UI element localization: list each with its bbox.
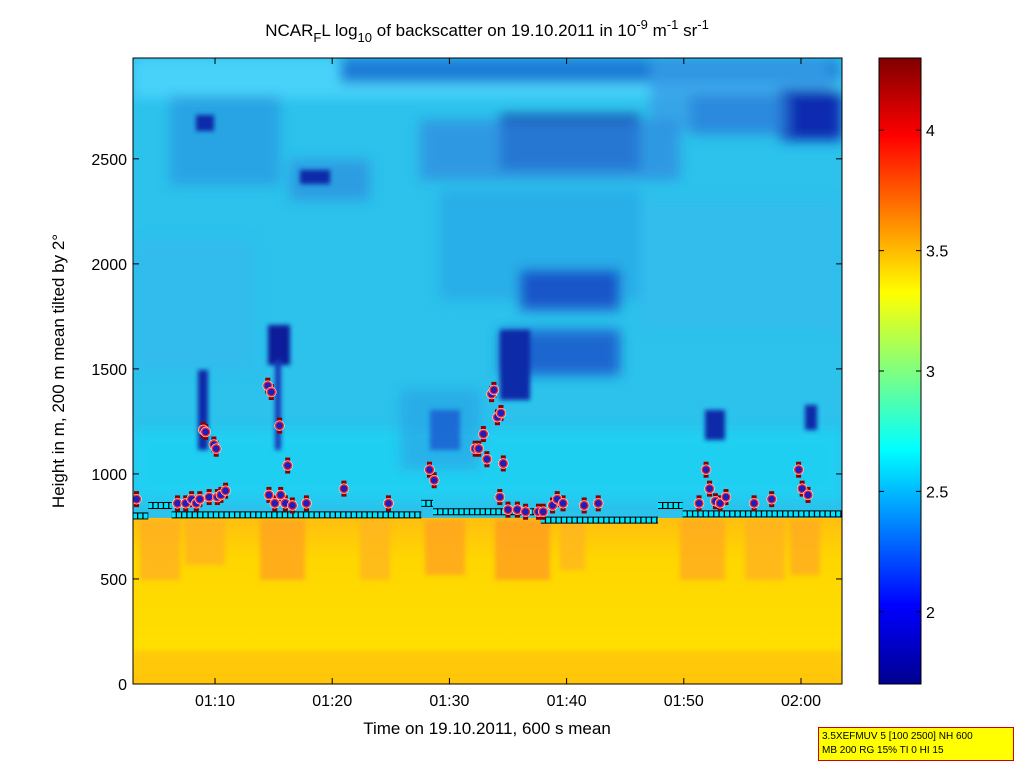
cloud-base-point [704,483,715,494]
cloud-base-point [538,507,548,517]
y-axis-label: Height in m, 200 m mean tilted by 2° [49,234,68,508]
y-tick-label: 2500 [91,152,127,169]
y-tick-label: 1500 [91,362,127,379]
heatmap-dark-streaks [196,115,817,450]
x-axis-label: Time on 19.10.2011, 600 s mean [363,719,611,738]
chart-title: NCARFL log10 of backscatter on 19.10.201… [265,17,709,45]
cloud-base-point [301,498,312,509]
cloud-base-markers [133,377,814,520]
cloud-base-point [694,498,704,509]
colorbar-tick-label: 2 [926,605,935,622]
cloud-base-point [172,498,183,509]
cloud-base-point [721,492,731,502]
cloud-base-point [489,385,499,395]
x-tick-label: 02:00 [781,693,821,710]
cloud-base-point [512,504,523,515]
cloud-base-point [749,498,759,509]
cloud-base-point [482,454,492,464]
cloud-base-point [195,494,205,504]
x-tick-label: 01:20 [312,693,352,710]
cloud-base-point [211,444,221,454]
layer-top-markers [133,499,842,524]
parameter-box: 3.5XEFMUV 5 [100 2500] NH 600 MB 200 RG … [818,727,1014,761]
cloud-base-point [266,387,276,397]
cloud-base-point [520,507,531,517]
cloud-base-point [474,444,484,454]
x-tick-label: 01:10 [195,693,235,710]
cloud-base-point [503,504,513,515]
cloud-base-point [498,458,509,469]
colorbar-tick-label: 3.5 [926,244,948,261]
cloud-base-point [478,429,489,439]
x-tick-label: 01:50 [664,693,704,710]
x-axis: 01:10 01:20 01:30 01:40 01:50 02:00 [195,58,821,710]
x-tick-label: 01:40 [547,693,587,710]
cloud-base-point [133,494,142,504]
cloud-base-point [220,486,231,496]
parameter-line-2: MB 200 RG 15% TI 0 HI 15 [822,745,944,756]
cloud-base-point [715,498,725,509]
cloud-base-point [429,475,439,485]
cloud-base-point [803,490,813,500]
cloud-base-point [264,490,274,500]
heatmap-texture [133,58,842,500]
plot-frame [132,57,843,685]
y-tick-label: 500 [100,572,127,589]
cloud-base-point [495,492,505,502]
y-tick-label: 0 [118,677,127,694]
cloud-base-point [579,500,589,511]
colorbar-axis: 2 2.5 3 3.5 4 [879,123,948,622]
colorbar [878,57,922,685]
cloud-base-point [270,498,280,509]
y-axis: 0 500 1000 1500 2000 2500 [91,152,842,694]
heatmap-surface-layer [133,650,842,684]
cloud-base-point [558,498,568,509]
cloud-base-point [593,498,603,509]
cloud-base-point [275,490,286,500]
cloud-base-point [274,420,285,431]
heatmap-area [133,58,842,684]
colorbar-tick-label: 3 [926,364,935,381]
cloud-base-point [282,460,293,471]
heatmap-boundary-streaks [140,520,820,580]
cloud-base-point [797,483,807,494]
colorbar-tick-label: 4 [926,123,935,140]
parameter-line-1: 3.5XEFMUV 5 [100 2500] NH 600 [822,731,973,742]
cloud-base-point [496,408,506,418]
cloud-base-point [424,465,435,475]
cloud-base-point [793,465,804,475]
cloud-base-point [204,492,214,502]
x-tick-label: 01:30 [429,693,469,710]
cloud-base-point [766,494,777,504]
colorbar-tick-label: 2.5 [926,484,948,501]
cloud-base-point [287,500,298,511]
cloud-base-point [701,465,711,475]
cloud-base-point [383,498,394,509]
y-tick-label: 1000 [91,467,127,484]
cloud-base-point [339,483,349,494]
y-tick-label: 2000 [91,257,127,274]
cloud-base-point [200,427,211,437]
